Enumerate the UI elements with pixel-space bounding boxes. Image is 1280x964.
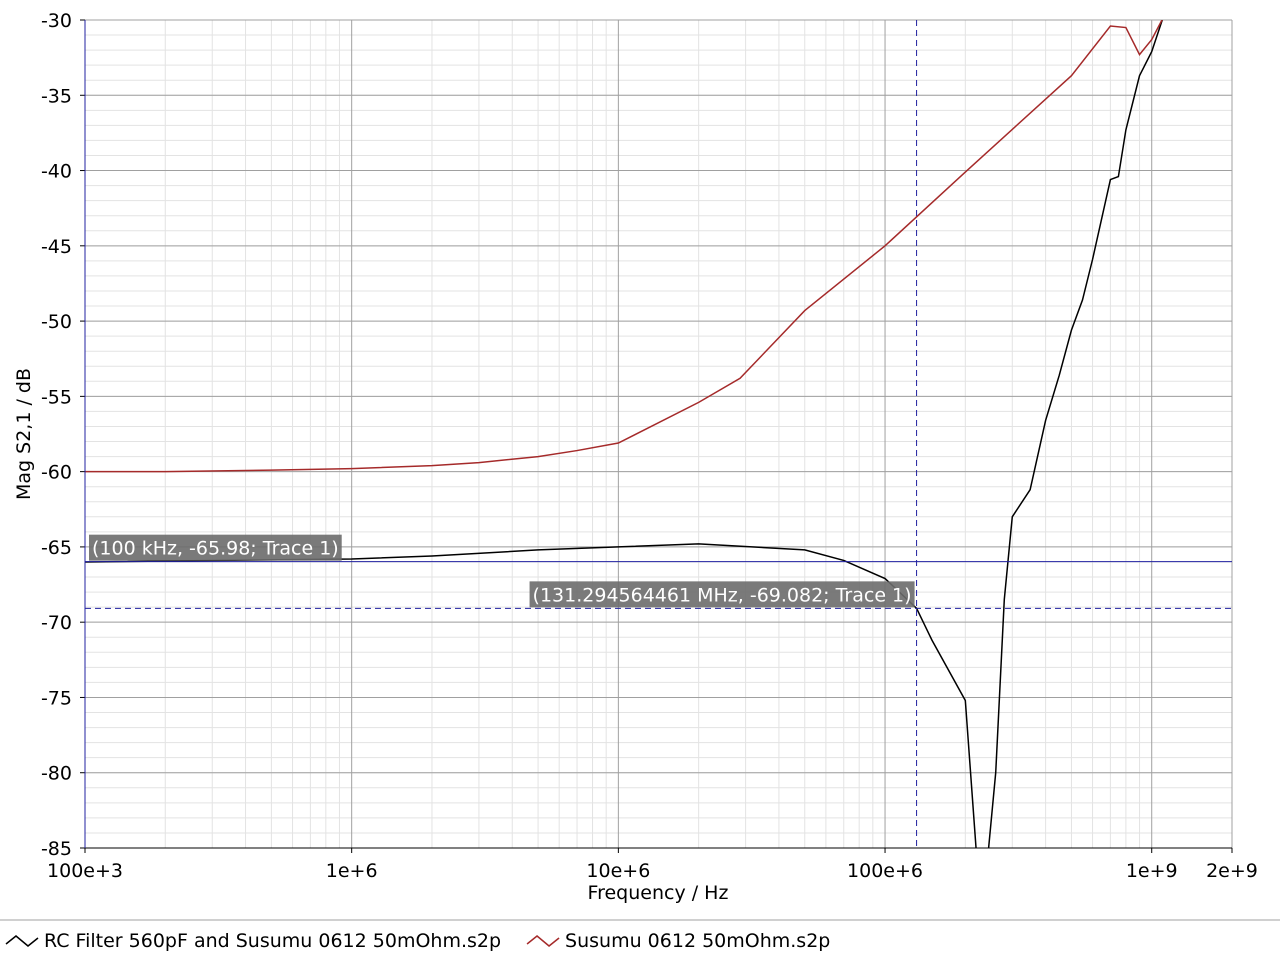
x-axis-title: Frequency / Hz bbox=[588, 882, 729, 904]
cursor-label: (100 kHz, -65.98; Trace 1) bbox=[92, 538, 339, 560]
x-tick-label: 100e+3 bbox=[47, 860, 123, 882]
cursor-label-box bbox=[89, 534, 342, 561]
y-tick-label: -35 bbox=[41, 85, 72, 107]
y-tick-label: -75 bbox=[41, 687, 72, 709]
y-tick-label: -70 bbox=[41, 612, 72, 634]
y-tick-label: -30 bbox=[41, 10, 72, 32]
series-line bbox=[85, 20, 1163, 473]
cursor-label: (131.294564461 MHz, -69.082; Trace 1) bbox=[533, 584, 912, 606]
y-tick-label: -50 bbox=[41, 311, 72, 333]
plot-area bbox=[85, 20, 1164, 848]
y-tick-label: -65 bbox=[41, 537, 72, 559]
cursor-label-box bbox=[529, 581, 915, 608]
x-tick-label: 10e+6 bbox=[586, 860, 650, 882]
y-tick-label: -60 bbox=[41, 462, 72, 484]
y-tick-label: -40 bbox=[41, 161, 72, 183]
y-tick-label: -45 bbox=[41, 236, 72, 258]
overlay: (100 kHz, -65.98; Trace 1) (131.294564461… bbox=[84, 20, 1232, 848]
x-tick-label: 1e+9 bbox=[1126, 860, 1178, 882]
legend-swatch bbox=[5, 935, 39, 947]
legend: RC Filter 560pF and Susumu 0612 50mOhm.s… bbox=[5, 930, 830, 952]
legend-label: RC Filter 560pF and Susumu 0612 50mOhm.s… bbox=[44, 930, 501, 952]
series-line bbox=[85, 20, 1164, 848]
legend-label: Susumu 0612 50mOhm.s2p bbox=[565, 930, 830, 952]
x-tick-label: 1e+6 bbox=[326, 860, 378, 882]
x-tick-label: 100e+6 bbox=[847, 860, 923, 882]
x-tick-label: 2e+9 bbox=[1206, 860, 1258, 882]
y-axis-title: Mag S2,1 / dB bbox=[13, 368, 35, 500]
grid: -30-35-40-45-50-55-60-65-70-75-80-85100e… bbox=[41, 10, 1258, 882]
y-tick-label: -55 bbox=[41, 386, 72, 408]
y-tick-label: -85 bbox=[41, 838, 72, 860]
y-tick-label: -80 bbox=[41, 763, 72, 785]
legend-swatch bbox=[526, 935, 560, 947]
